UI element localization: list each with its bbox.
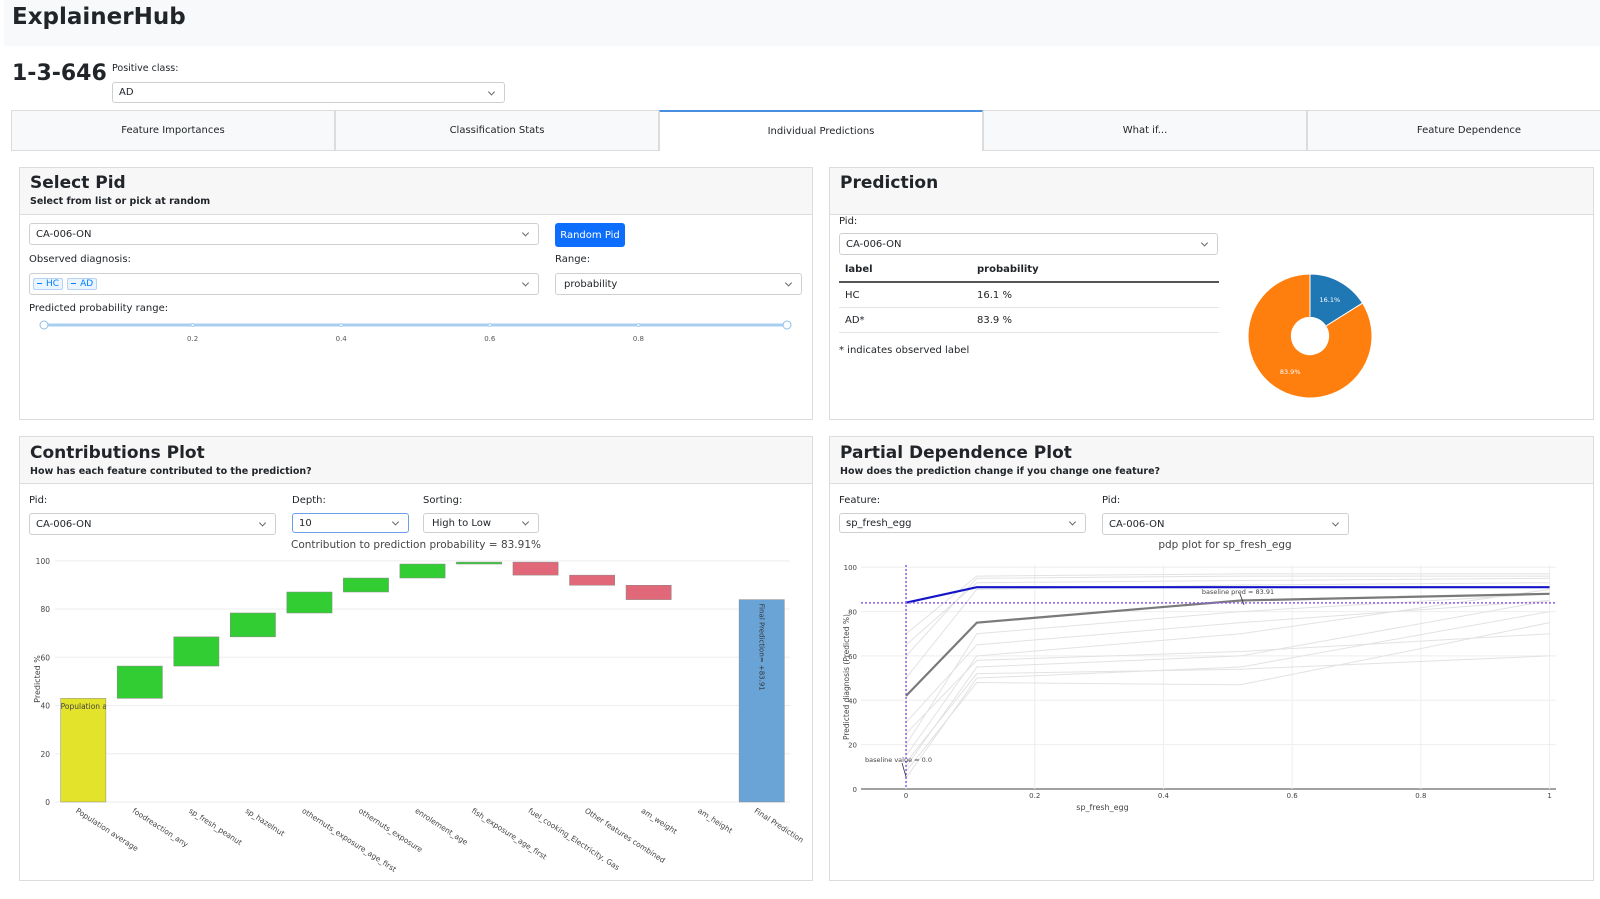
column-header: probability (971, 257, 1219, 283)
card-title: Select Pid (30, 173, 126, 193)
page-title: 1-3-646 (12, 61, 107, 86)
label: Pid: (1102, 495, 1121, 506)
tab-bar: Feature Importances Classification Stats I… (11, 110, 1600, 151)
card-subtitle: Select from list or pick at random (30, 196, 211, 207)
dropdown[interactable]: sp_fresh_egg (839, 513, 1086, 533)
card: Partial Dependence Plot How does the pre… (829, 436, 1594, 881)
table-cell: HC (839, 282, 971, 308)
table-cell: AD* (839, 307, 971, 333)
prediction-table: label probability HC 16.1 % AD* 83.9 % (839, 257, 1219, 333)
tab[interactable]: Feature Importances (11, 110, 335, 151)
label: Observed diagnosis: (29, 254, 131, 265)
table-cell: 83.9 % (971, 307, 1219, 333)
card-title: Partial Dependence Plot (840, 443, 1072, 463)
card-subtitle: How does the prediction change if you ch… (840, 466, 1161, 477)
tab[interactable]: What if... (983, 110, 1307, 151)
button[interactable]: Random Pid (555, 223, 625, 247)
card-header: Partial Dependence Plot How does the pre… (830, 437, 1593, 484)
card: Contributions Plot How has each feature … (19, 436, 813, 881)
label: Positive class: (112, 63, 179, 74)
label: Pid: (29, 495, 48, 506)
dropdown[interactable]: CA-006-ON (839, 233, 1218, 255)
card-header: Prediction (830, 168, 1593, 215)
table-row: HC 16.1 % (839, 282, 1219, 308)
table-header: label probability (839, 257, 1219, 283)
label: Range: (555, 254, 591, 265)
card-title: Contributions Plot (30, 443, 205, 463)
multi-dropdown[interactable]: HC AD (29, 273, 539, 295)
dropdown[interactable]: AD (112, 82, 505, 103)
card-header: Select Pid Select from list or pick at r… (20, 168, 812, 215)
tag: HC (33, 278, 64, 290)
dropdown[interactable]: CA-006-ON (29, 513, 276, 535)
card-title: Prediction (840, 173, 939, 193)
navbar: ExplainerHub (4, 0, 1600, 46)
table-row: AD* 83.9 % (839, 307, 1219, 333)
label: Pid: (839, 216, 858, 227)
dropdown[interactable]: 10 (292, 513, 409, 533)
tab[interactable]: Feature Dependence (1307, 110, 1600, 151)
tab[interactable]: Individual Predictions (659, 110, 983, 151)
tab[interactable]: Classification Stats (335, 110, 659, 151)
dropdown[interactable]: probability (555, 273, 802, 295)
label: Feature: (839, 495, 881, 506)
card-subtitle: How has each feature contributed to the … (30, 466, 312, 477)
note: * indicates observed label (839, 345, 970, 356)
column-header: label (839, 257, 971, 283)
card-header: Contributions Plot How has each feature … (20, 437, 812, 484)
app-title: ExplainerHub (12, 4, 186, 30)
table-cell: 16.1 % (971, 282, 1219, 308)
dropdown[interactable]: CA-006-ON (1102, 513, 1349, 535)
dropdown[interactable]: CA-006-ON (29, 223, 539, 245)
label: Depth: (292, 495, 326, 506)
label: Predicted probability range: (29, 303, 169, 314)
label: Sorting: (423, 495, 463, 506)
dropdown[interactable]: High to Low (423, 513, 539, 533)
tag: AD (67, 278, 98, 290)
